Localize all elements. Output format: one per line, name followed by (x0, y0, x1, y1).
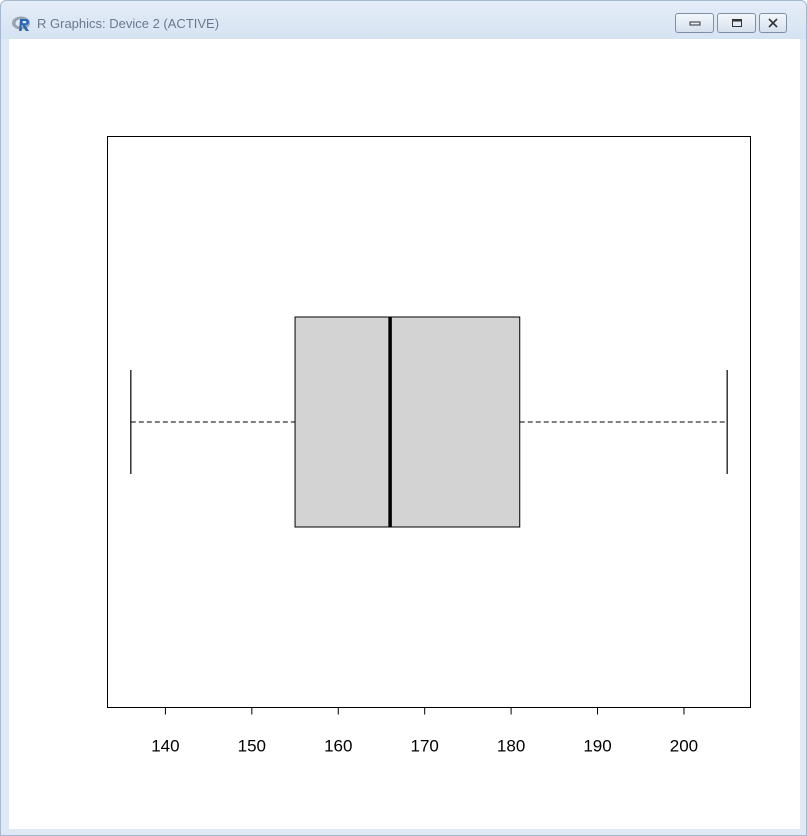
boxplot-chart: 140 150 160 170 180 190 200 (107, 136, 751, 756)
minimize-button[interactable] (675, 13, 714, 33)
x-tick-label: 180 (497, 737, 525, 756)
close-icon (768, 18, 778, 28)
close-button[interactable] (759, 13, 787, 33)
x-tick-label: 140 (151, 737, 179, 756)
plot-area: 140 150 160 170 180 190 200 (9, 39, 800, 829)
iqr-box (294, 316, 521, 528)
x-tick-label: 170 (410, 737, 438, 756)
maximize-icon (731, 19, 742, 27)
x-tick-label: 200 (670, 737, 698, 756)
x-tick-label: 150 (238, 737, 266, 756)
x-tick-label: 190 (583, 737, 611, 756)
title-bar[interactable]: R Graphics: Device 2 (ACTIVE) (1, 1, 806, 39)
window-title: R Graphics: Device 2 (ACTIVE) (37, 16, 220, 31)
x-tick-label: 160 (324, 737, 352, 756)
minimize-icon (689, 21, 700, 26)
maximize-button[interactable] (717, 13, 756, 33)
r-logo-icon (12, 16, 30, 31)
